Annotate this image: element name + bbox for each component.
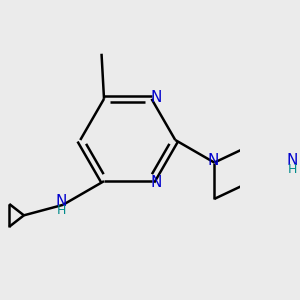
Text: H: H [288, 163, 297, 176]
Text: N: N [150, 90, 162, 105]
Text: H: H [57, 204, 66, 217]
Text: N: N [150, 175, 162, 190]
Text: N: N [207, 153, 219, 168]
Text: N: N [287, 153, 298, 168]
Text: N: N [56, 194, 67, 209]
